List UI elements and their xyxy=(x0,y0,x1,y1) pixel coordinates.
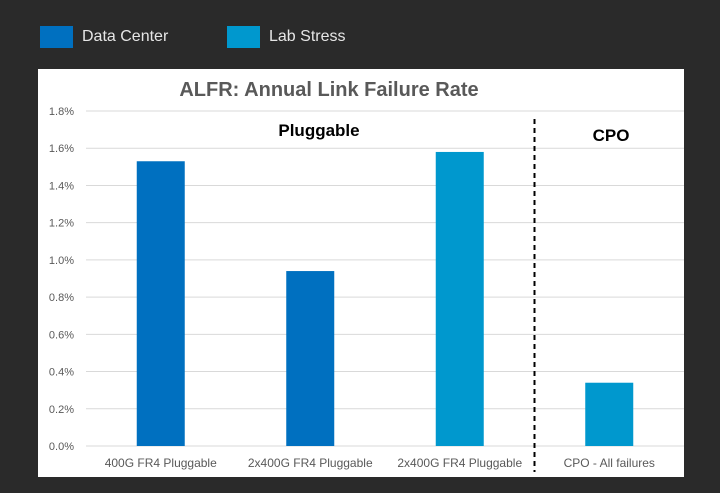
y-tick-label: 0.6% xyxy=(49,329,74,341)
y-tick-label: 1.4% xyxy=(49,180,74,192)
legend-item-lab-stress: Lab Stress xyxy=(227,26,345,48)
x-tick-label: 400G FR4 Pluggable xyxy=(105,456,217,470)
y-tick-label: 1.6% xyxy=(49,143,74,155)
legend-swatch-lab-stress xyxy=(227,26,260,48)
x-tick-label: 2x400G FR4 Pluggable xyxy=(248,456,373,470)
chart-title: ALFR: Annual Link Failure Rate xyxy=(179,79,478,101)
legend-item-data-center: Data Center xyxy=(40,26,168,48)
x-tick-label: CPO - All failures xyxy=(564,456,655,470)
legend-label-data-center: Data Center xyxy=(82,28,169,45)
legend-label-lab-stress: Lab Stress xyxy=(269,28,346,45)
bar xyxy=(136,161,185,446)
chart-panel: ALFR: Annual Link Failure Rate 0.0% 0.2% 0… xyxy=(38,69,684,477)
y-tick-label: 1.2% xyxy=(49,218,74,230)
legend-swatch-data-center xyxy=(40,26,73,48)
bar xyxy=(435,151,484,446)
bar xyxy=(585,382,634,446)
chart: ALFR: Annual Link Failure Rate 0.0% 0.2% 0… xyxy=(49,79,684,472)
y-tick-label: 0.2% xyxy=(49,404,74,416)
annotation-pluggable: Pluggable xyxy=(278,121,359,140)
y-tick-label: 0.4% xyxy=(49,367,74,379)
annotation-cpo: CPO xyxy=(593,126,630,145)
bar xyxy=(286,271,335,446)
y-tick-label: 1.8% xyxy=(49,106,74,118)
y-tick-label: 1.0% xyxy=(49,255,74,267)
y-tick-label: 0.8% xyxy=(49,292,74,304)
y-tick-label: 0.0% xyxy=(49,441,74,453)
legend: Data Center Lab Stress xyxy=(0,0,720,70)
x-tick-label: 2x400G FR4 Pluggable xyxy=(397,456,522,470)
